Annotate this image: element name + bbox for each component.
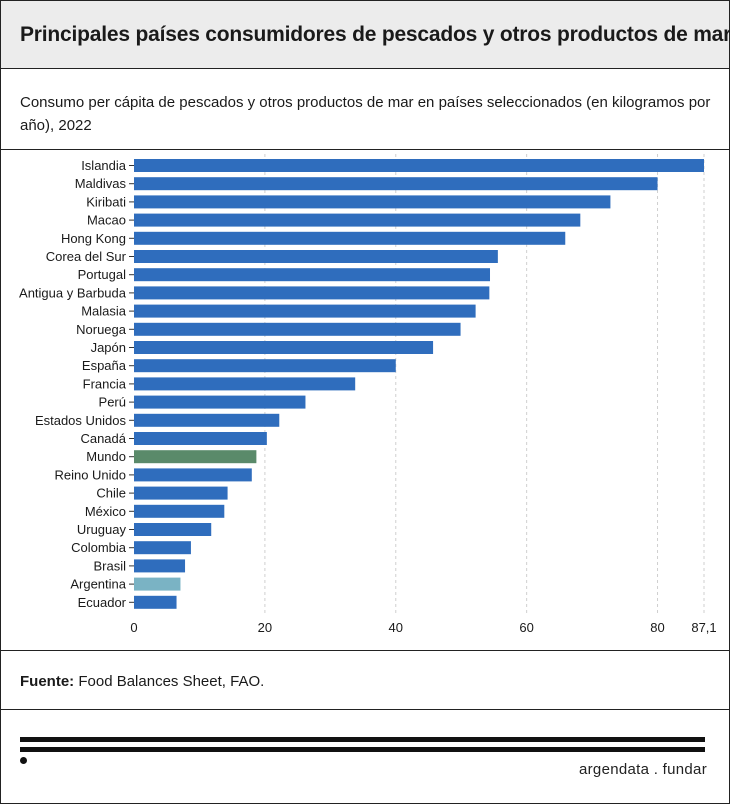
header: Principales países consumidores de pesca… (1, 1, 730, 69)
x-tick-label: 80 (650, 620, 664, 635)
footer: argendata . fundar (1, 710, 729, 803)
category-label: Mundo (86, 449, 126, 464)
bar (134, 395, 306, 409)
footer-rule-bottom (20, 747, 705, 752)
category-label: Francia (83, 376, 127, 391)
category-label: Argentina (70, 577, 126, 592)
bar (134, 304, 476, 318)
x-tick-label: 20 (258, 620, 272, 635)
category-label: Estados Unidos (35, 413, 127, 428)
footer-rule-top (20, 737, 705, 742)
bar (134, 377, 356, 391)
bar (134, 213, 581, 227)
source-note: Fuente: Food Balances Sheet, FAO. (20, 673, 264, 690)
bar (134, 559, 186, 573)
category-label: Reino Unido (54, 467, 126, 482)
subtitle-section: Consumo per cápita de pescados y otros p… (1, 69, 729, 150)
x-tick-label: 60 (519, 620, 533, 635)
chart-title: Principales países consumidores de pesca… (20, 23, 730, 46)
bar (134, 250, 498, 263)
category-label: Brasil (93, 558, 126, 573)
category-label: Chile (96, 486, 126, 501)
category-label: Canadá (80, 431, 126, 446)
bar (134, 159, 704, 172)
category-label: Macao (87, 213, 126, 228)
category-label: México (85, 504, 126, 519)
footer-dot (20, 757, 27, 764)
bar (134, 486, 228, 500)
bar (134, 541, 191, 555)
bar (134, 523, 212, 536)
source-section: Fuente: Food Balances Sheet, FAO. (1, 651, 729, 710)
x-tick-label: 40 (389, 620, 403, 635)
source-label: Fuente: (20, 673, 75, 690)
bar (134, 177, 658, 191)
bar (134, 595, 177, 609)
bar (134, 504, 225, 518)
bar (134, 231, 566, 245)
category-label: Islandia (81, 158, 127, 173)
category-label: Corea del Sur (46, 249, 127, 264)
category-label: Noruega (76, 322, 127, 337)
bar-chart: Islandia Maldivas Kiribati Macao Hong Kong Co… (19, 154, 717, 635)
bar (134, 322, 461, 336)
bar (134, 286, 490, 300)
source-text: Food Balances Sheet, FAO. (78, 673, 265, 690)
chart-area: Islandia Maldivas Kiribati Macao Hong Kong Co… (1, 150, 729, 651)
bar (134, 577, 181, 591)
category-label: Maldivas (75, 176, 127, 191)
bar (134, 413, 280, 427)
bar (134, 195, 611, 209)
category-label: Uruguay (77, 522, 127, 537)
bar (134, 432, 267, 445)
chart-subtitle: Consumo per cápita de pescados y otros p… (20, 94, 711, 134)
x-tick-label: 0 (130, 620, 137, 635)
category-label: Perú (99, 395, 126, 410)
bar (134, 468, 252, 482)
category-label: Ecuador (78, 595, 127, 610)
category-label: Kiribati (86, 194, 126, 209)
category-label: Colombia (71, 540, 127, 555)
category-label: Malasia (81, 304, 127, 319)
bar (134, 341, 434, 354)
category-label: Antigua y Barbuda (19, 285, 127, 300)
x-max-label: 87,1 (691, 620, 716, 635)
brand-logo: argendata . fundar (579, 761, 707, 778)
bar (134, 450, 257, 464)
bar (134, 268, 491, 282)
bar (134, 359, 396, 373)
category-label: España (82, 358, 127, 373)
category-label: Portugal (78, 267, 127, 282)
category-label: Japón (91, 340, 126, 355)
category-label: Hong Kong (61, 231, 126, 246)
